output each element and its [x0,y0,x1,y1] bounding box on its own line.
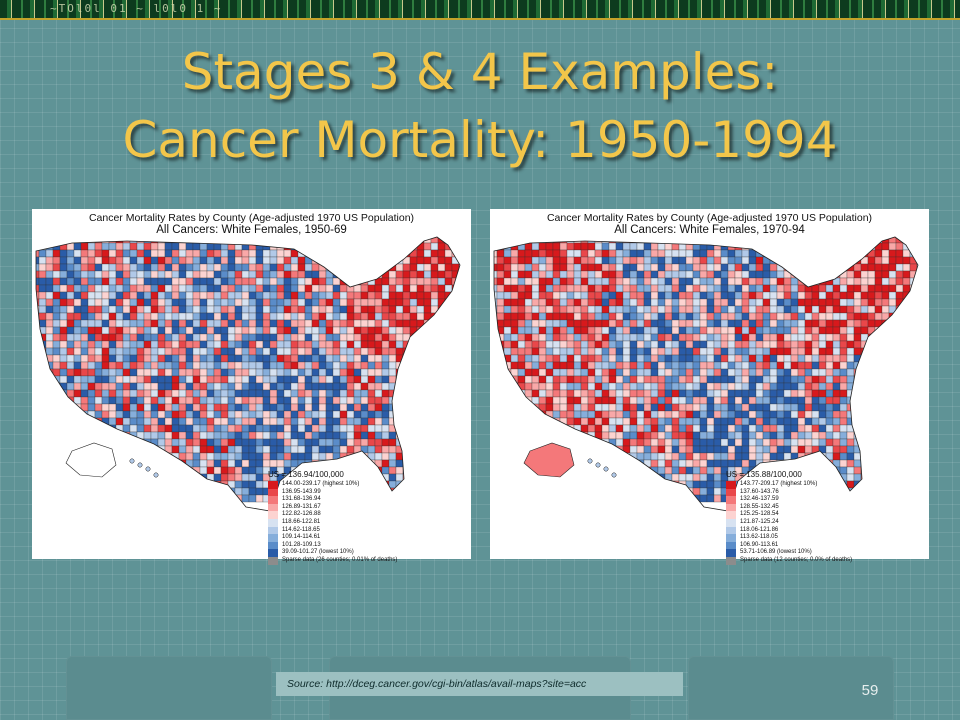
legend-label: 53.71-106.89 (lowest 10%) [740,549,812,556]
legend-item: Sparse data (12 counties; 0.0% of deaths… [726,556,926,565]
legend-item: 128.55-132.45 [726,503,926,512]
legend-item: 118.06-121.86 [726,526,926,535]
legend-item: 125.25-128.54 [726,511,926,519]
legend-title: US = 136.94/100,000 [268,470,344,479]
legend-swatch [726,526,736,535]
hawaii-island [595,462,601,468]
alaska-inset [65,442,117,478]
legend-label: 132.46-137.59 [740,496,779,503]
hawaii-island [603,466,609,472]
legend-item: 53.71-106.89 (lowest 10%) [726,549,926,557]
legend-label: 137.60-143.76 [740,488,779,495]
legend-item: 137.60-143.76 [726,488,926,497]
legend-swatch [726,541,736,550]
legend-item: 122.82-126.88 [268,511,468,519]
legend-item: Sparse data (26 counties; 0.01% of death… [268,556,468,565]
us-county-map [35,236,461,512]
hawaii-island [137,462,143,468]
page-number: 59 [861,682,879,699]
legend-item: 126.89-131.67 [268,503,468,512]
map-panel-1970-94: Cancer Mortality Rates by County (Age-ad… [490,209,929,565]
legend-item: 113.62-118.05 [726,534,926,542]
map-legend: US = 136.94/100,000 144.00-239.17 (highe… [268,470,468,565]
slide-title-line1: Stages 3 & 4 Examples: [181,43,779,101]
legend-item: 136.95-143.99 [268,488,468,497]
legend-label: 143.77-209.17 (highest 10%) [740,481,818,487]
legend-label: 121.87-125.24 [740,518,779,525]
legend-item: 109.14-114.61 [268,534,468,542]
legend-swatch [726,481,736,489]
legend-swatch [726,549,736,557]
legend-label: 106.90-113.61 [740,541,779,548]
hawaii-island [611,472,617,478]
legend-item: 39.09-101.27 (lowest 10%) [268,549,468,557]
legend-label: 128.55-132.45 [740,503,779,510]
legend-swatch [268,511,278,519]
legend-swatch [268,556,278,565]
legend-swatch [726,488,736,497]
legend-label: 136.95-143.99 [282,488,321,495]
decorative-circuit-banner: ~TOl0l 01 ~ l0l0 1 ~ [0,0,960,20]
legend-swatch [268,488,278,497]
map-legend: US = 135.88/100,000 143.77-209.17 (highe… [726,470,926,565]
legend-swatch [268,534,278,542]
source-citation: Source: http://dceg.cancer.gov/cgi-bin/a… [276,672,683,696]
footer-tab-left [66,656,272,720]
legend-item: 121.87-125.24 [726,518,926,527]
legend-swatch [726,511,736,519]
map-title: Cancer Mortality Rates by County (Age-ad… [546,212,873,224]
legend-label: Sparse data (26 counties; 0.01% of death… [282,556,398,563]
hawaii-island [145,466,151,472]
hawaii-island [129,458,135,464]
legend-label: 126.89-131.67 [282,503,321,510]
banner-text: ~TOl0l 01 ~ l0l0 1 ~ [50,2,223,15]
legend-label: 122.82-126.88 [282,511,321,518]
legend-item: 143.77-209.17 (highest 10%) [726,481,926,489]
legend-swatch [268,518,278,527]
legend-swatch [268,526,278,535]
legend-label: 125.25-128.54 [740,511,779,518]
hawaii-island [587,458,593,464]
legend-label: 39.09-101.27 (lowest 10%) [282,549,354,556]
legend-swatch [268,496,278,504]
legend-swatch [726,534,736,542]
legend-swatch [726,518,736,527]
legend-swatch [726,496,736,504]
legend-label: 114.62-118.65 [282,526,320,533]
hawaii-island [153,472,159,478]
legend-item: 101.28-109.13 [268,541,468,550]
alaska-inset [523,442,575,478]
legend-label: 113.62-118.05 [740,534,778,541]
map-subtitle: All Cancers: White Females, 1970-94 [614,224,805,236]
legend-label: 109.14-114.61 [282,534,321,541]
legend-item: 132.46-137.59 [726,496,926,504]
legend-label: 101.28-109.13 [282,541,321,548]
legend-label: 131.68-136.94 [282,496,321,503]
legend-label: 118.66-122.81 [282,518,321,525]
legend-item: 118.66-122.81 [268,518,468,527]
map-panel-1950-69: Cancer Mortality Rates by County (Age-ad… [32,209,471,565]
legend-swatch [268,481,278,489]
legend-swatch [726,556,736,565]
legend-label: Sparse data (12 counties; 0.0% of deaths… [740,556,853,563]
footer-tab-right [688,656,894,720]
legend-label: 144.00-239.17 (highest 10%) [282,481,360,487]
slide-title-line2: Cancer Mortality: 1950-1994 [122,111,838,169]
legend-swatch [268,503,278,512]
legend-item: 131.68-136.94 [268,496,468,504]
legend-swatch [726,503,736,512]
map-subtitle: All Cancers: White Females, 1950-69 [156,224,347,236]
legend-label: 118.06-121.86 [740,526,779,533]
legend-swatch [268,541,278,550]
legend-swatch [268,549,278,557]
legend-title: US = 135.88/100,000 [726,470,802,479]
legend-item: 144.00-239.17 (highest 10%) [268,481,468,489]
us-county-map [493,236,919,512]
map-title: Cancer Mortality Rates by County (Age-ad… [88,212,415,224]
legend-item: 106.90-113.61 [726,541,926,550]
legend-item: 114.62-118.65 [268,526,468,535]
